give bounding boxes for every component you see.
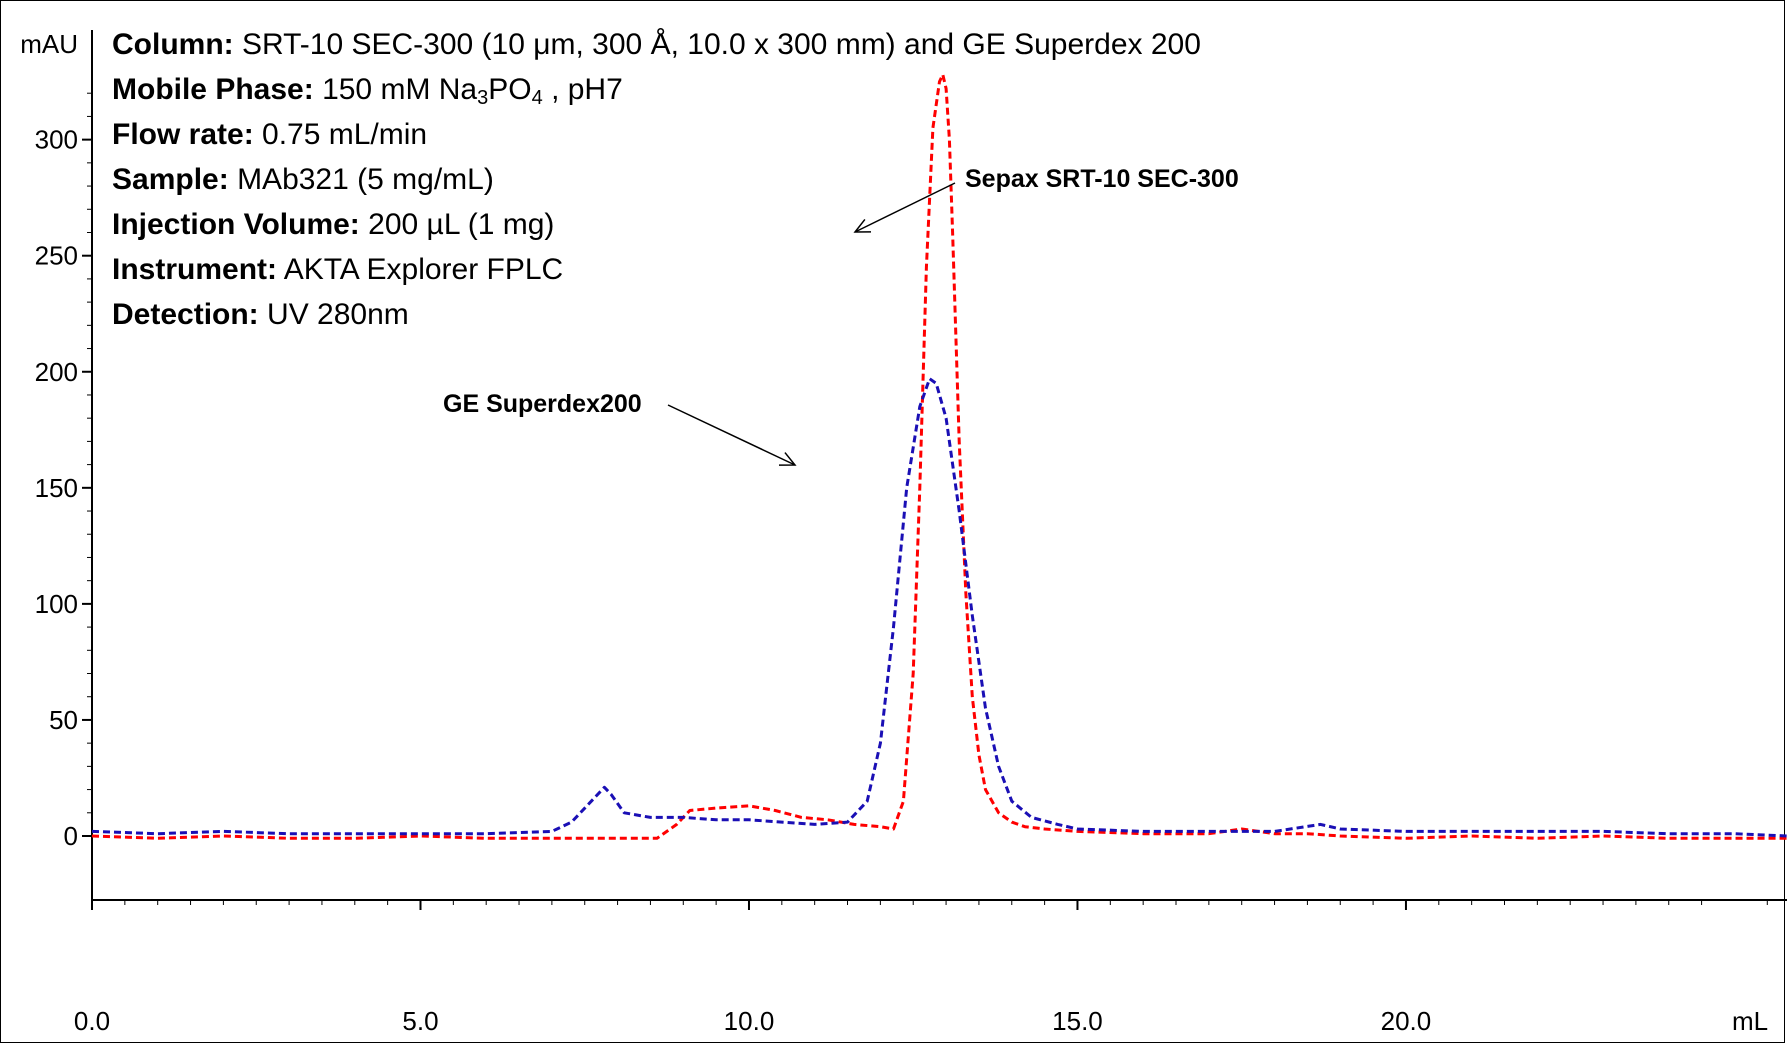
y-tick-label: 100 (35, 589, 78, 619)
instrument-line: Instrument: AKTA Explorer FPLC (112, 247, 1201, 292)
y-tick-label: 250 (35, 241, 78, 271)
y-tick-label: 50 (49, 705, 78, 735)
mobile-phase-pre: 150 mM Na (322, 73, 478, 106)
y-tick-label: 200 (35, 357, 78, 387)
mobile-phase-post: , pH7 (542, 73, 623, 106)
x-axis-unit-label: mL (1732, 1006, 1768, 1036)
mobile-phase-sub-3: 3 (477, 87, 489, 109)
y-tick-label: 300 (35, 125, 78, 155)
flow-rate-label: Flow rate: (112, 118, 254, 151)
detection-value: UV 280nm (267, 298, 409, 331)
annotation-arrows (667, 182, 956, 466)
arrow-shaft (667, 404, 796, 466)
column-label: Column: (112, 28, 234, 61)
annotation-sepax: Sepax SRT-10 SEC-300 (965, 165, 1239, 193)
annotation-ge-superdex: GE Superdex200 (443, 390, 642, 418)
mobile-phase-label: Mobile Phase: (112, 73, 314, 106)
mobile-phase-sub-4: 4 (531, 87, 543, 109)
method-info: Column: SRT-10 SEC-300 (10 μm, 300 Å, 10… (112, 22, 1201, 337)
series-line-ge-superdex (91, 377, 1787, 838)
x-tick-label: 15.0 (1052, 1006, 1103, 1036)
sample-line: Sample: MAb321 (5 mg/mL) (112, 157, 1201, 202)
injection-label: Injection Volume: (112, 208, 360, 241)
arrow-head (778, 452, 797, 466)
instrument-label: Instrument: (112, 253, 277, 286)
instrument-value: AKTA Explorer FPLC (283, 253, 564, 286)
x-tick-label: 5.0 (402, 1006, 438, 1036)
detection-line: Detection: UV 280nm (112, 292, 1201, 337)
x-tick-label: 0.0 (74, 1006, 110, 1036)
axes: 0 50 100 150 200 250 300 0.0 5.0 10.0 15.0 20.0 (35, 30, 1787, 1036)
sample-value: MAb321 (5 mg/mL) (237, 163, 494, 196)
series-layer (91, 73, 1787, 840)
x-tick-label: 20.0 (1381, 1006, 1432, 1036)
mobile-phase-line: Mobile Phase: 150 mM Na3PO4 , pH7 (112, 67, 1201, 112)
sample-label: Sample: (112, 163, 229, 196)
column-value: SRT-10 SEC-300 (10 μm, 300 Å, 10.0 x 300… (241, 28, 1201, 61)
arrow-shaft (854, 182, 956, 233)
x-tick-label: 10.0 (724, 1006, 775, 1036)
y-axis-unit-label: mAU (20, 29, 78, 59)
mobile-phase-mid: PO (488, 73, 532, 106)
y-tick-label: 0 (64, 821, 78, 851)
annotation-arrow-ge-superdex (667, 404, 797, 466)
injection-value: 200 µL (1 mg) (368, 208, 555, 241)
series-line-sepax (91, 73, 1787, 840)
arrow-head (853, 218, 872, 233)
flow-rate-value: 0.75 mL/min (262, 118, 428, 151)
column-line: Column: SRT-10 SEC-300 (10 μm, 300 Å, 10… (112, 22, 1201, 67)
annotation-arrow-sepax (853, 182, 956, 233)
flow-rate-line: Flow rate: 0.75 mL/min (112, 112, 1201, 157)
detection-label: Detection: (112, 298, 259, 331)
injection-line: Injection Volume: 200 µL (1 mg) (112, 202, 1201, 247)
y-tick-label: 150 (35, 473, 78, 503)
